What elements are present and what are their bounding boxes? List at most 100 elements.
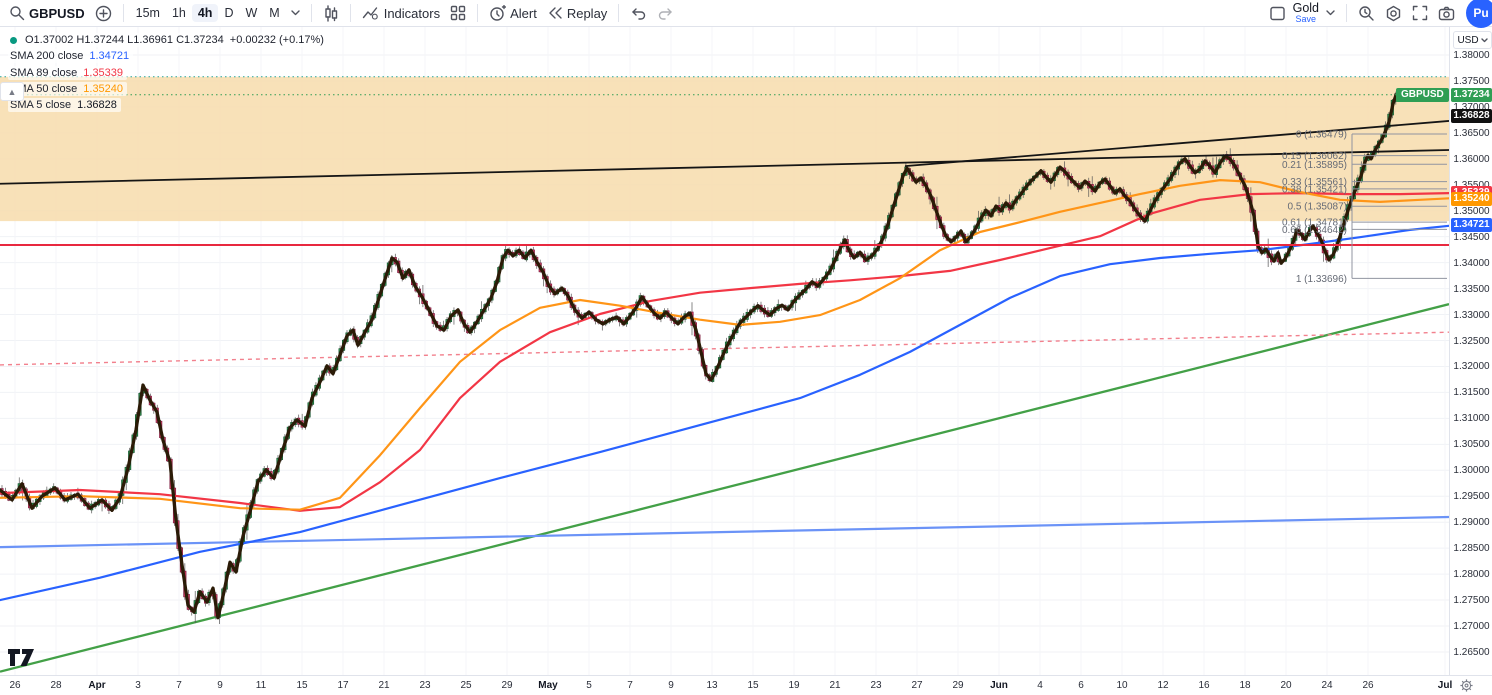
- indicator-label: SMA 5 close: [10, 99, 72, 112]
- time-tick-label: 23: [870, 680, 882, 691]
- search-icon: [10, 6, 25, 21]
- grid-layout-icon: [450, 5, 466, 21]
- layout-menu-chevron[interactable]: [1321, 8, 1340, 18]
- black-trendline-upper[interactable]: [904, 120, 1449, 167]
- price-chart[interactable]: 0 (1.36479) 0.15 (1.36062)0.21 (1.35895) 0…: [0, 0, 1449, 675]
- time-tick-label: Apr: [88, 680, 106, 691]
- multichart-layout-button[interactable]: [445, 3, 471, 23]
- legend-collapse-button[interactable]: ▲: [0, 82, 24, 101]
- time-tick-label: 18: [1239, 680, 1251, 691]
- timezone-settings-gear-icon[interactable]: [1460, 679, 1473, 692]
- redo-button[interactable]: [652, 4, 679, 22]
- price-badge: 1.37234: [1451, 87, 1492, 102]
- pink-dashed-line[interactable]: [0, 331, 1449, 366]
- price-tick-label: 1.35500: [1450, 180, 1492, 191]
- price-tick-label: 1.38000: [1453, 50, 1490, 61]
- indicator-value: 1.35339: [83, 66, 124, 79]
- top-toolbar: GBPUSD 15m 1h 4h D W M Indicators Alert Repl: [0, 0, 1492, 28]
- candlestick-icon: [325, 4, 337, 22]
- time-tick-label: 7: [176, 680, 182, 691]
- symbol-price-tag: GBPUSD: [1396, 87, 1449, 102]
- price-axis[interactable]: USD 1.38000 1.37500 1.37000 1.36500 1.36000 1…: [1449, 27, 1492, 675]
- price-tick-label: 1.26500: [1453, 646, 1490, 658]
- compare-add-symbol-button[interactable]: [90, 3, 117, 24]
- quick-search-icon: [1359, 5, 1374, 21]
- quick-search-button[interactable]: [1353, 3, 1380, 24]
- snapshot-button[interactable]: [1433, 4, 1460, 23]
- chart-canvas[interactable]: 0 (1.36479) 0.15 (1.36062) 0.21 (1.35895) 0…: [0, 0, 1449, 675]
- replay-button[interactable]: Replay: [542, 4, 612, 23]
- sma-5-line[interactable]: [0, 93, 1398, 620]
- price-tick-label: 1.36500: [1453, 127, 1490, 139]
- indicator-legend-row[interactable]: SMA 200 close 1.34721: [8, 49, 134, 64]
- time-tick-label: 17: [337, 680, 349, 691]
- tradingview-logo[interactable]: [8, 649, 38, 666]
- blue-channel-line[interactable]: [0, 515, 1449, 549]
- series-color-dot[interactable]: [10, 36, 17, 44]
- indicator-value: 1.35240: [83, 82, 124, 95]
- indicators-button[interactable]: Indicators: [357, 3, 445, 23]
- price-tick-label: 1.32500: [1453, 335, 1490, 347]
- symbol-search-button[interactable]: GBPUSD: [4, 3, 90, 23]
- timeframe-4h[interactable]: 4h: [191, 4, 219, 22]
- time-tick-label: 12: [1157, 680, 1169, 691]
- timeframe-1h[interactable]: 1h: [171, 6, 186, 20]
- indicators-icon: [362, 7, 378, 20]
- supply-zone-rectangle[interactable]: [0, 76, 1449, 222]
- ohlc-row[interactable]: O1.37002 H1.37244 L1.36961 C1.37234 +0.0…: [8, 33, 328, 47]
- timeframe-W[interactable]: W: [245, 6, 258, 20]
- sma-200-line[interactable]: [0, 224, 1449, 602]
- indicators-label: Indicators: [383, 5, 441, 21]
- time-tick-label: 5: [586, 680, 592, 691]
- timeframe-15m[interactable]: 15m: [135, 6, 160, 20]
- price-badge: 1.36828: [1451, 108, 1492, 123]
- timeframe-menu-button[interactable]: [286, 8, 305, 18]
- time-axis[interactable]: 26 28 Apr 3 7 9 11 15 17 21 23 25 29 May 5 7 9 13 15 19 21 23…: [0, 675, 1492, 695]
- alert-button[interactable]: Alert: [484, 3, 542, 24]
- save-link[interactable]: Save: [1295, 14, 1317, 25]
- black-trendline-lower[interactable]: [0, 149, 1449, 185]
- price-tick-label: 1.34000: [1453, 257, 1490, 269]
- indicator-label: SMA 50 close: [10, 82, 78, 95]
- currency-label: USD: [1457, 34, 1479, 46]
- fib-level-label: 0.66 (1.34642): [1282, 225, 1347, 236]
- green-support-line[interactable]: [0, 303, 1449, 673]
- chart-legend: O1.37002 H1.37244 L1.36961 C1.37234 +0.0…: [8, 33, 328, 114]
- replay-rewind-icon: [549, 7, 562, 19]
- fullscreen-button[interactable]: [1407, 3, 1433, 23]
- undo-button[interactable]: [625, 4, 652, 22]
- fullscreen-icon: [1412, 5, 1428, 21]
- indicator-legend-row[interactable]: SMA 89 close 1.35339: [8, 65, 128, 80]
- time-tick-label: 20: [1280, 680, 1292, 691]
- price-badge: 1.35240: [1451, 192, 1492, 207]
- time-tick-label: 10: [1116, 680, 1128, 691]
- chart-settings-button[interactable]: [1380, 3, 1407, 24]
- price-tick-label: 1.30500: [1453, 439, 1490, 451]
- layout-name-menu[interactable]: Gold Save: [1293, 2, 1319, 25]
- price-tick-label: 1.35000: [1453, 205, 1490, 217]
- time-tick-label: 26: [9, 680, 21, 691]
- sma-50-line[interactable]: [0, 179, 1449, 511]
- indicator-legend-row[interactable]: SMA 5 close 1.36828: [8, 98, 121, 113]
- time-tick-label: 13: [706, 680, 718, 691]
- price-tick-label: 1.31500: [1453, 387, 1490, 399]
- sma-89-line[interactable]: [0, 192, 1449, 512]
- timeframe-M[interactable]: M: [269, 6, 280, 20]
- timeframe-D[interactable]: D: [224, 6, 234, 20]
- save-layout-button[interactable]: [1264, 3, 1291, 24]
- chevron-down-icon: [291, 10, 300, 16]
- layout-name-label: Gold: [1292, 0, 1319, 15]
- fib-level-label: 0.33 (1.35561): [1282, 177, 1347, 188]
- fib-level-label: 1 (1.33696): [1296, 274, 1347, 285]
- currency-selector[interactable]: USD: [1453, 31, 1492, 49]
- price-tick-label: 1.33000: [1453, 309, 1490, 321]
- indicator-value: 1.36828: [77, 99, 117, 112]
- publish-button[interactable]: Pu: [1466, 0, 1492, 28]
- price-tick-label: 1.30000: [1453, 465, 1490, 477]
- layout-square-icon: [1269, 6, 1285, 20]
- time-tick-label: 16: [1198, 680, 1210, 691]
- alert-label: Alert: [510, 5, 537, 21]
- indicator-legend-row[interactable]: SMA 50 close 1.35240: [8, 81, 128, 96]
- chart-style-button[interactable]: [318, 3, 344, 24]
